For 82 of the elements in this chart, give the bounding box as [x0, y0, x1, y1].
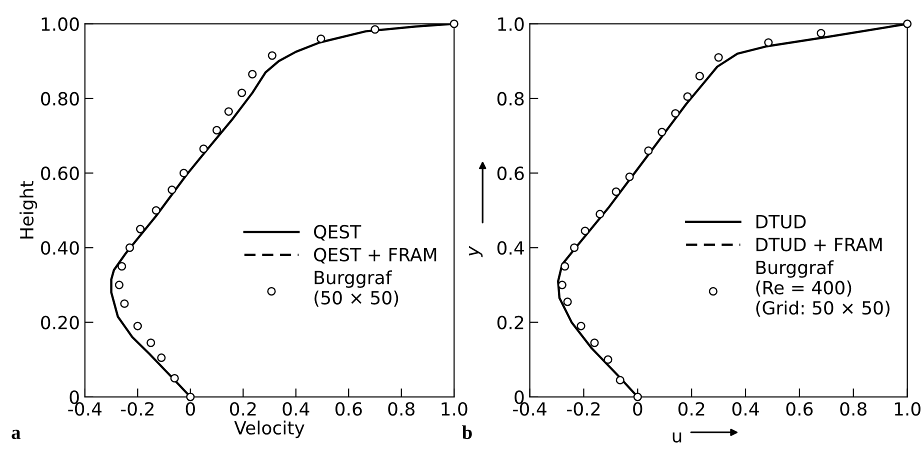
point [157, 353, 166, 362]
text: a [12, 430, 21, 440]
x-axis-title: Velocity [234, 420, 304, 438]
y-tick-label: 1.0 [498, 17, 524, 31]
x-tick-label: 0.2 [678, 402, 704, 416]
x-axis-title: u [672, 432, 682, 443]
point [316, 34, 326, 44]
legend-label: DTUD [756, 215, 806, 228]
point [248, 70, 257, 79]
legend-label: QEST [314, 224, 362, 241]
x-tick-label: 0.4 [732, 402, 759, 416]
point [714, 53, 723, 62]
point [683, 92, 692, 101]
x-tick-label: 0.2 [230, 402, 256, 416]
y-axis-title: Height [20, 180, 38, 238]
x-tick-label: 0.6 [786, 402, 813, 416]
point [903, 20, 912, 28]
point [604, 355, 612, 364]
x-tick-label: 0.8 [840, 402, 866, 416]
point [120, 299, 129, 308]
y-tick-label: 0.2 [497, 316, 524, 330]
point [136, 224, 145, 234]
legend-label: DTUD + FRAM [756, 238, 882, 252]
point [576, 322, 586, 330]
point [633, 392, 642, 402]
point [238, 88, 246, 98]
x-tick-label: 0 [633, 402, 642, 416]
y-tick-label: 0.4 [497, 241, 524, 255]
point [186, 392, 195, 402]
x-tick-label: 1.0 [894, 402, 920, 416]
legend-label: Burggraf (50 × 50) [314, 270, 398, 307]
y-tick-label: 0 [514, 390, 524, 404]
x-tick-label: 0.8 [388, 402, 414, 416]
point [644, 146, 653, 155]
point [590, 338, 599, 348]
y-tick-label: 0.6 [497, 166, 524, 180]
point [671, 109, 680, 118]
x-tick-label: -0.2 [567, 402, 600, 416]
point [560, 262, 570, 271]
point [118, 262, 126, 271]
point [199, 144, 208, 154]
x-tick-label: 0 [186, 402, 195, 416]
y-axis-title: y [468, 246, 483, 258]
point [114, 280, 124, 290]
point [658, 128, 666, 136]
y-tick-label: 0.60 [41, 166, 79, 180]
y-tick-label: 1.00 [42, 17, 79, 31]
point [695, 72, 704, 80]
y-tick-label: 0.20 [41, 316, 79, 330]
point [625, 172, 634, 182]
x-tick-label: -0.4 [68, 402, 102, 416]
point [133, 322, 142, 330]
legend-label: Burggraf (Re = 400) (Grid: 50 × 50) [756, 260, 890, 317]
x-tick-label: -0.2 [120, 402, 154, 416]
point [224, 107, 233, 116]
y-tick-label: 0.8 [497, 92, 524, 106]
text: b [462, 425, 472, 440]
point [168, 186, 176, 194]
y-tick-label: 0.80 [41, 92, 79, 106]
point [125, 243, 134, 252]
point [563, 297, 572, 306]
point [268, 51, 276, 60]
point [146, 338, 156, 348]
x-tick-label: 1.0 [442, 402, 468, 416]
point [152, 206, 160, 215]
point [180, 168, 188, 178]
point [596, 210, 604, 218]
point [580, 226, 590, 236]
point [450, 20, 458, 28]
point [616, 376, 624, 384]
point [170, 374, 179, 383]
point [370, 25, 380, 34]
point [816, 28, 826, 38]
x-tick-label: -0.4 [513, 402, 546, 416]
point [612, 187, 620, 196]
x-tick-label: 0.6 [335, 402, 362, 416]
y-tick-label: 0 [70, 390, 79, 404]
point [212, 126, 222, 134]
x-tick-label: 0.4 [282, 402, 310, 416]
legend-label: QEST + FRAM [314, 248, 436, 264]
y-tick-label: 0.40 [41, 241, 79, 255]
point [570, 243, 579, 252]
